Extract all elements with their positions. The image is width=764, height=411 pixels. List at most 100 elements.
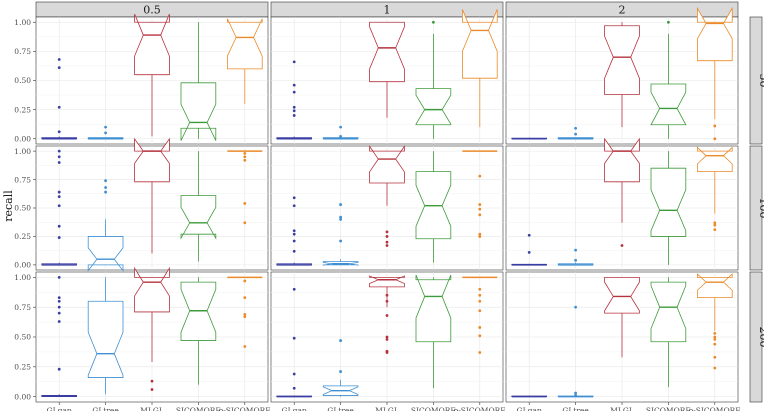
outlier-point	[713, 137, 717, 141]
y-tick-label: 0.00	[14, 134, 31, 143]
box-body	[415, 88, 452, 126]
outlier-point	[57, 311, 61, 315]
column-strip-1: 1	[270, 1, 504, 18]
outlier-point	[385, 240, 389, 244]
box-gltree	[557, 305, 594, 398]
outlier-point	[292, 372, 296, 376]
box-gltree	[87, 125, 124, 140]
box-body	[369, 275, 405, 288]
outlier-point	[385, 230, 389, 234]
outlier-point	[527, 233, 531, 237]
box-mlgl	[369, 21, 405, 118]
box-mlgl	[134, 13, 170, 137]
outlier-point	[574, 126, 577, 130]
outlier-point	[57, 66, 61, 70]
outlier-point	[57, 299, 61, 303]
outlier-point	[57, 236, 61, 239]
outlier-point	[243, 221, 247, 225]
box-body	[462, 9, 498, 79]
outlier-point	[57, 149, 61, 153]
x-tick-label: SICOMORE	[411, 406, 456, 411]
x-tick-label: GLgap	[517, 406, 542, 411]
box-body	[697, 146, 733, 172]
outlier-point	[478, 299, 482, 303]
outlier-point	[150, 379, 154, 383]
y-tick-label: 0.25	[14, 363, 31, 372]
outlier-point	[104, 190, 107, 194]
outlier-point	[385, 335, 389, 339]
outlier-point	[104, 125, 107, 129]
outlier-point	[292, 114, 296, 117]
row-strip-label: 50	[757, 74, 764, 88]
box-glgap	[41, 58, 77, 140]
panel-0-5-100	[35, 137, 269, 272]
outlier-point	[478, 334, 482, 338]
y-tick-label: 1.00	[14, 273, 31, 282]
outlier-point	[292, 109, 296, 113]
outlier-point	[385, 349, 389, 353]
outlier-point	[57, 296, 61, 300]
box-body	[134, 13, 170, 76]
outlier-point	[57, 204, 61, 208]
box-glgap	[41, 275, 77, 398]
outlier-point	[574, 305, 577, 309]
outlier-point	[339, 339, 342, 342]
row-strip-200: 200	[749, 271, 764, 403]
column-strip-label: 1	[384, 4, 391, 17]
y-tick-label: 0.75	[14, 47, 31, 56]
x-tick-label: ρ-SICOMORE	[219, 406, 271, 411]
box-rho-sicomore	[697, 273, 733, 370]
outlier-point	[574, 391, 577, 395]
box-rho-sicomore	[697, 146, 733, 232]
box-sicomore	[180, 151, 217, 262]
x-tick-label: GLgap	[47, 406, 72, 411]
outlier-point	[57, 58, 61, 61]
box-sicomore	[415, 20, 452, 139]
box-glgap	[511, 137, 547, 140]
outlier-point	[527, 250, 531, 254]
y-tick-label: 1.00	[14, 18, 31, 27]
outlier-point	[57, 275, 61, 279]
box-body	[650, 83, 687, 126]
outlier-point	[243, 345, 247, 348]
y-tick-label: 0.50	[14, 333, 31, 342]
outlier-point	[385, 314, 389, 317]
x-tick-label: ρ-SICOMORE	[454, 406, 506, 411]
y-axis-title: recall	[2, 190, 15, 222]
box-gltree	[87, 179, 124, 272]
outlier-point	[292, 336, 296, 340]
box-rho-sicomore	[697, 6, 733, 141]
outlier-point	[243, 155, 247, 159]
outlier-point	[339, 135, 342, 138]
box-body	[87, 300, 124, 378]
outlier-point	[339, 239, 342, 243]
outlier-point	[292, 90, 296, 94]
outlier-point	[478, 235, 482, 238]
outlier-point	[478, 287, 482, 291]
panel-0-5-50	[35, 13, 269, 145]
outlier-point	[478, 351, 482, 354]
column-strip-label: 0.5	[143, 4, 161, 17]
panel-1-50	[270, 9, 504, 145]
box-body	[604, 276, 640, 314]
box-rho-sicomore	[462, 9, 498, 128]
y-tick-label: 0.50	[14, 204, 31, 213]
outlier-point	[478, 203, 482, 206]
outlier-point	[478, 232, 482, 236]
y-tick-label: 0.75	[14, 175, 31, 184]
outlier-point	[339, 203, 342, 206]
x-tick-label: GLtree	[92, 406, 119, 411]
outlier-point	[243, 312, 247, 316]
box-rho-sicomore	[462, 276, 498, 354]
row-strip-box	[749, 271, 763, 403]
outlier-point	[339, 125, 342, 129]
box-sicomore	[180, 22, 217, 141]
outlier-point	[478, 174, 482, 178]
outlier-point	[57, 155, 61, 159]
box-body	[697, 6, 733, 62]
box-body	[87, 236, 124, 272]
box-glgap	[276, 196, 312, 266]
box-glgap	[511, 395, 547, 398]
outlier-point	[104, 131, 107, 135]
row-strip-box	[749, 145, 763, 271]
